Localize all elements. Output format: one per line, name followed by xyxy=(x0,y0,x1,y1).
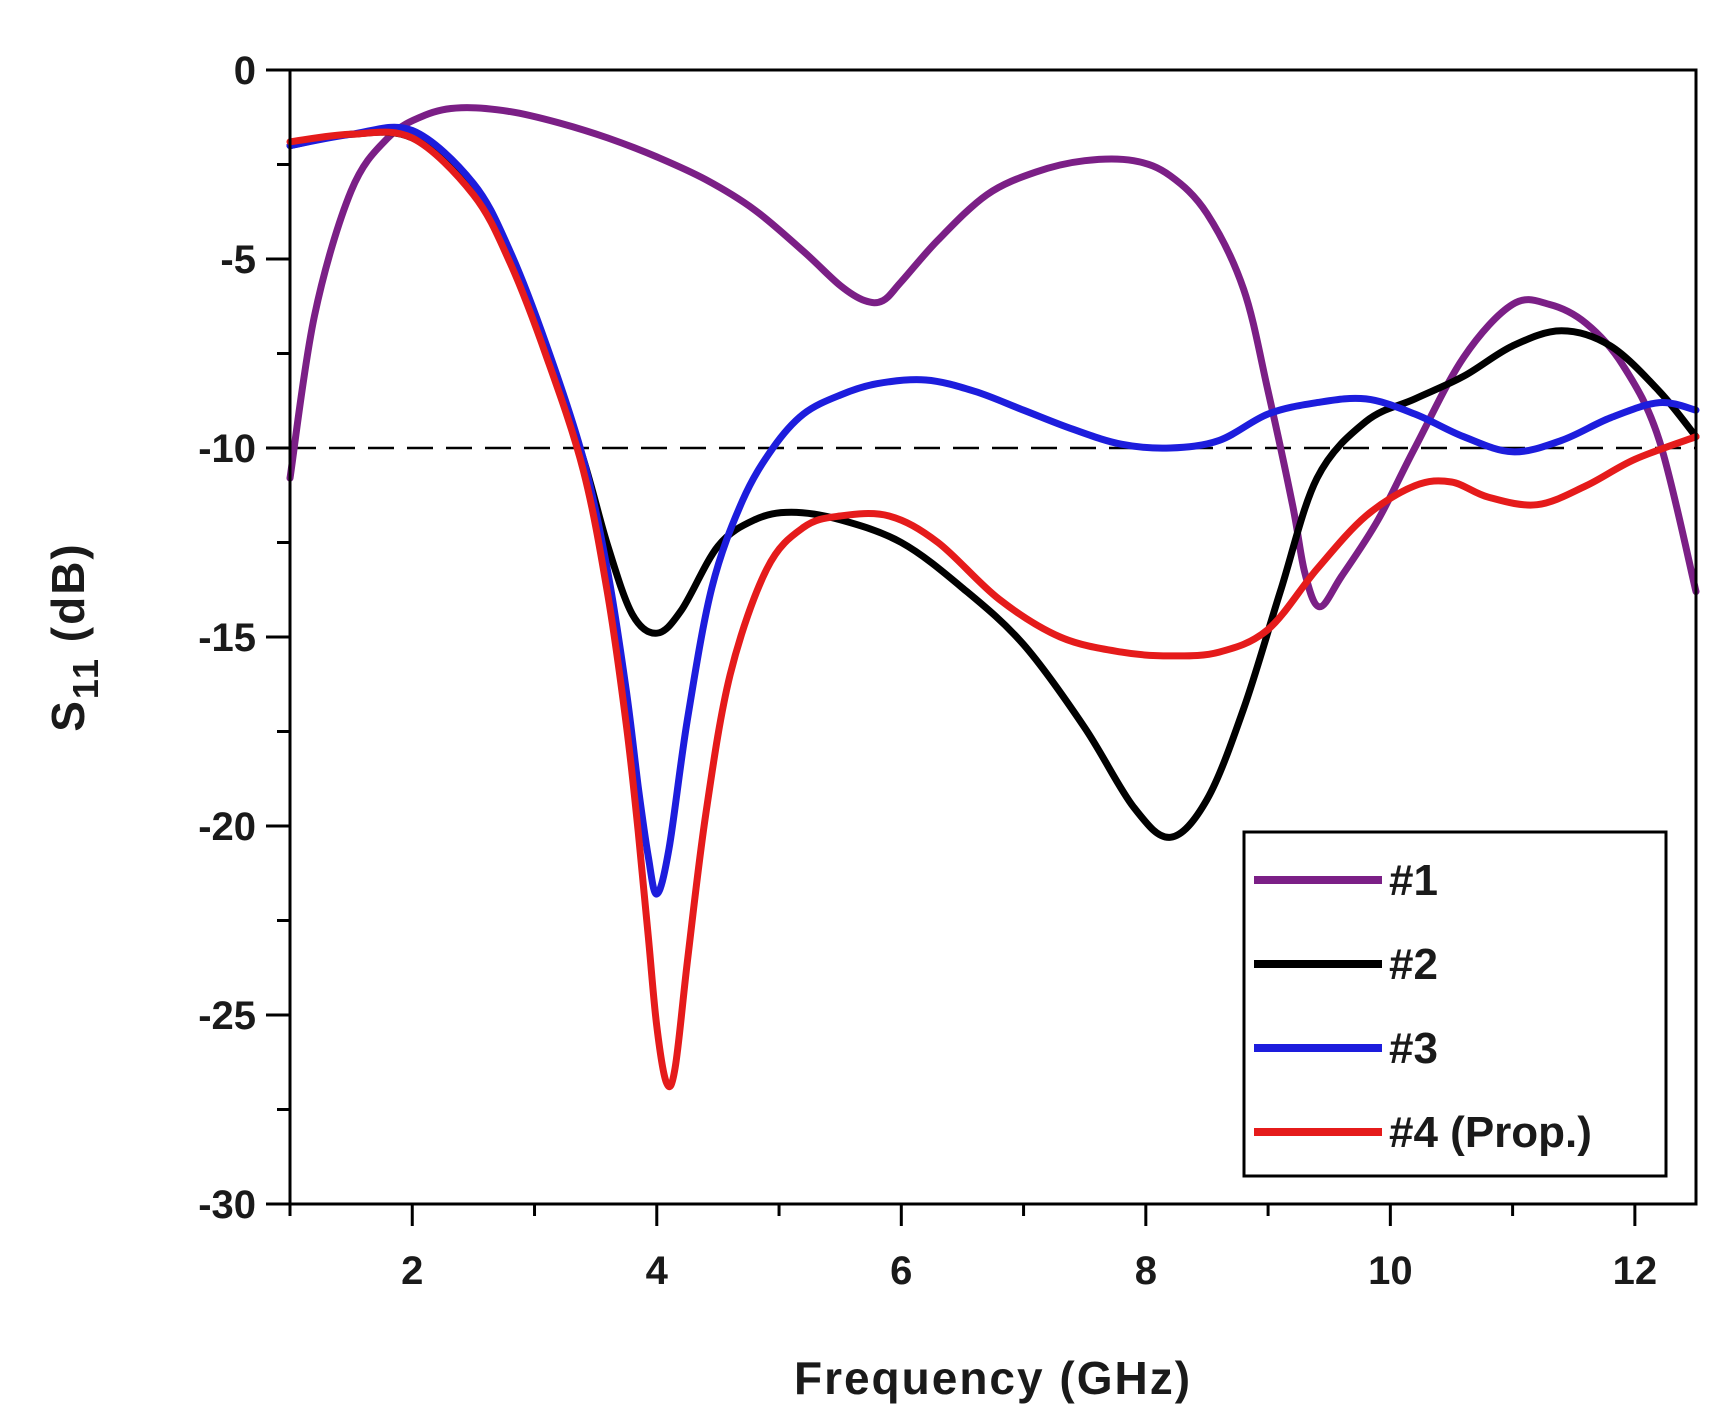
x-tick-label: 8 xyxy=(1135,1249,1157,1293)
x-tick-label: 2 xyxy=(401,1249,423,1293)
y-axis: 0 -5 -10 -15 -20 -25 -30 xyxy=(198,49,290,1227)
legend-label-4: #4 (Prop.) xyxy=(1389,1108,1592,1157)
series-line-4 xyxy=(286,128,1700,1091)
legend-label-1: #1 xyxy=(1389,856,1438,905)
y-tick-label: -20 xyxy=(198,805,256,849)
series-line-1 xyxy=(286,104,1700,611)
legend: #1 #2 #3 #4 (Prop.) xyxy=(1242,830,1668,1178)
legend-box xyxy=(1242,830,1668,1178)
y-axis-title: S11 (dB) xyxy=(42,542,106,732)
y-axis-title-main: S xyxy=(42,699,94,732)
y-axis-title-subscript: 11 xyxy=(65,657,106,699)
y-axis-title-unit: (dB) xyxy=(42,542,94,657)
legend-label-2: #2 xyxy=(1389,940,1438,989)
x-axis: 2 4 6 8 10 12 xyxy=(288,1204,1658,1293)
y-tick-label: 0 xyxy=(234,49,256,93)
y-tick-label: -25 xyxy=(198,994,256,1038)
series-group xyxy=(286,104,1700,1091)
x-tick-label: 12 xyxy=(1613,1249,1658,1293)
x-tick-label: 10 xyxy=(1368,1249,1413,1293)
legend-label-3: #3 xyxy=(1389,1024,1438,1073)
x-tick-label: 4 xyxy=(646,1249,669,1293)
y-tick-label: -10 xyxy=(198,427,256,471)
x-tick-label: 6 xyxy=(890,1249,912,1293)
y-tick-label: -30 xyxy=(198,1183,256,1227)
y-tick-label: -5 xyxy=(220,238,256,282)
x-axis-title: Frequency (GHz) xyxy=(794,1352,1192,1404)
y-tick-label: -15 xyxy=(198,616,256,660)
